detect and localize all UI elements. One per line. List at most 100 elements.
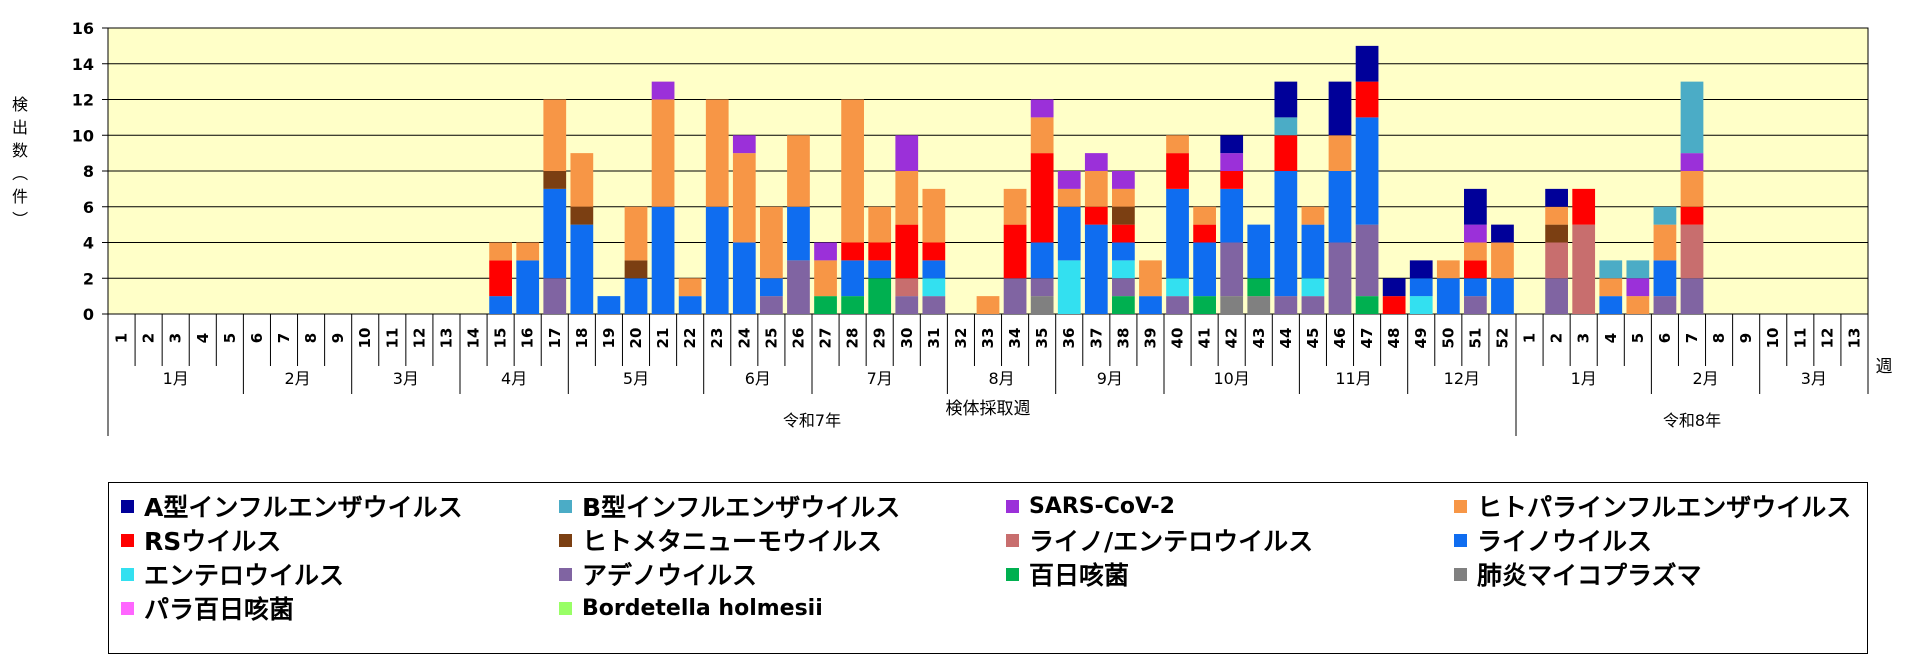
- x-tick-label: 23: [708, 328, 726, 349]
- x-tick-label: 37: [1087, 328, 1105, 349]
- legend: A型インフルエンザウイルス B型インフルエンザウイルス SARS-CoV-2 ヒトパラ…: [108, 482, 1868, 654]
- bar-segment: [1247, 296, 1271, 314]
- legend-label: B型インフルエンザウイルス: [582, 493, 901, 522]
- bar-segment: [1274, 171, 1298, 297]
- bar-segment: [1084, 153, 1108, 171]
- x-tick-label: 2: [140, 333, 158, 343]
- bar-segment: [1328, 242, 1352, 314]
- x-tick-label: 44: [1277, 328, 1295, 349]
- bar-segment: [1572, 188, 1596, 225]
- bar-segment: [814, 242, 837, 261]
- bar-segment: [1220, 135, 1244, 154]
- bar-segment: [1030, 99, 1054, 118]
- bar-segment: [1003, 278, 1027, 314]
- bar-segment: [489, 296, 512, 314]
- bar-segment: [516, 242, 540, 261]
- x-tick-label: 3: [167, 333, 185, 343]
- bar-segment: [1057, 260, 1081, 314]
- legend-label: パラ百日咳菌: [144, 595, 295, 624]
- x-tick-label: 11: [1791, 328, 1809, 349]
- bar-segment: [1409, 260, 1433, 279]
- legend-swatch: [559, 601, 572, 615]
- bar-segment: [1464, 188, 1487, 225]
- month-label: 1月: [1571, 369, 1597, 388]
- legend-swatch: [121, 533, 134, 547]
- bar-segment: [543, 188, 567, 279]
- legend-label: 百日咳菌: [1029, 561, 1130, 590]
- bar-segment: [895, 135, 919, 171]
- bar-segment: [1301, 278, 1325, 297]
- x-tick-label: 17: [546, 328, 564, 349]
- bar-segment: [1464, 296, 1487, 314]
- legend-swatch: [1006, 499, 1019, 513]
- bar-segment: [895, 278, 919, 297]
- bar-segment: [1166, 153, 1189, 189]
- bar-segment: [1653, 224, 1677, 261]
- bar-segment: [570, 206, 594, 225]
- bar-segment: [787, 206, 810, 261]
- bar-segment: [814, 296, 837, 314]
- x-tick-label: 10: [356, 328, 374, 349]
- bar-segment: [1328, 171, 1352, 243]
- bar-segment: [1626, 278, 1650, 297]
- bar-segment: [1220, 188, 1244, 243]
- x-tick-label: 48: [1385, 328, 1403, 349]
- bar-segment: [1030, 296, 1054, 314]
- month-label: 5月: [623, 369, 649, 388]
- x-tick-label: 5: [1629, 333, 1647, 343]
- bar-segment: [1355, 45, 1379, 82]
- bar-segment: [760, 278, 783, 297]
- legend-item: ライノ/エンテロウイルス: [1006, 525, 1313, 556]
- y-tick-label: 4: [83, 234, 94, 253]
- x-tick-label: 20: [627, 328, 645, 349]
- y-axis-label-char: ）: [10, 211, 29, 227]
- legend-item: RSウイルス: [121, 525, 281, 556]
- legend-swatch: [559, 533, 572, 547]
- bar-segment: [1301, 206, 1325, 225]
- bar-segment: [1545, 206, 1568, 225]
- bar-segment: [1112, 260, 1135, 279]
- bar-segment: [760, 296, 783, 314]
- x-tick-label: 11: [383, 328, 401, 349]
- bar-segment: [841, 99, 864, 243]
- x-tick-label: 8: [302, 333, 320, 343]
- bar-segment: [922, 188, 946, 243]
- legend-swatch: [559, 499, 572, 513]
- bar-segment: [1653, 206, 1677, 225]
- bar-segment: [1491, 242, 1514, 279]
- legend-label: Bordetella holmesii: [582, 595, 823, 621]
- bar-segment: [1653, 260, 1677, 297]
- bar-segment: [1599, 278, 1623, 297]
- legend-item: エンテロウイルス: [121, 559, 345, 590]
- bar-segment: [1328, 81, 1352, 136]
- bar-segment: [1139, 296, 1162, 314]
- x-tick-label: 15: [492, 328, 510, 349]
- x-tick-label: 25: [762, 328, 780, 349]
- x-tick-label: 3: [1575, 333, 1593, 343]
- month-label: 8月: [988, 369, 1014, 388]
- bar-segment: [1220, 153, 1244, 171]
- bar-segment: [1464, 242, 1487, 261]
- bar-segment: [1680, 81, 1704, 154]
- bar-segment: [489, 242, 512, 261]
- x-tick-label: 2: [1548, 333, 1566, 343]
- legend-label: エンテロウイルス: [144, 561, 345, 590]
- month-label: 2月: [1692, 369, 1718, 388]
- legend-swatch: [1006, 533, 1019, 547]
- bars: [489, 45, 1704, 314]
- bar-segment: [922, 296, 946, 314]
- bar-segment: [1193, 242, 1216, 297]
- bar-segment: [760, 206, 783, 279]
- legend-label: 肺炎マイコプラズマ: [1477, 561, 1702, 590]
- bar-segment: [1545, 242, 1568, 279]
- x-tick-label: 24: [735, 328, 753, 349]
- month-label: 7月: [867, 369, 893, 388]
- x-tick-label: 45: [1304, 328, 1322, 349]
- bar-segment: [1112, 296, 1135, 314]
- x-tick-label: 14: [465, 328, 483, 349]
- bar-segment: [841, 242, 864, 261]
- legend-item: SARS-CoV-2: [1006, 491, 1175, 521]
- bar-segment: [597, 296, 621, 314]
- legend-item: パラ百日咳菌: [121, 593, 295, 624]
